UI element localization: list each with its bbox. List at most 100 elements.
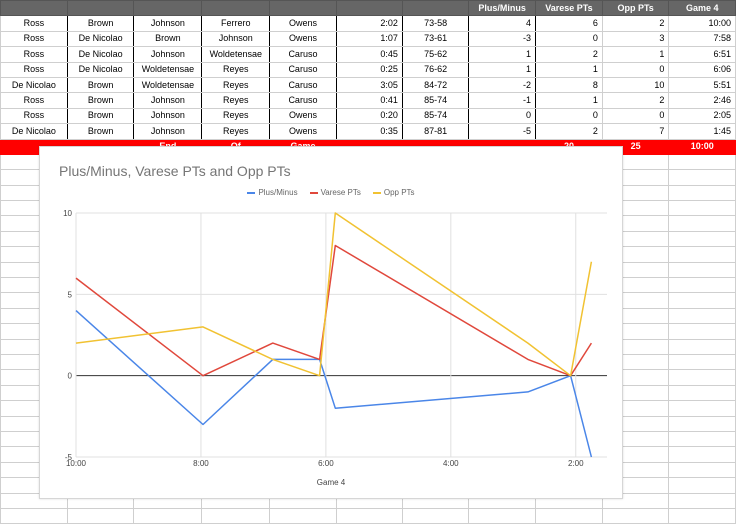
cell[interactable]: [0, 0, 68, 17]
cell[interactable]: Woldetensae: [133, 61, 203, 78]
cell[interactable]: -1: [468, 92, 537, 109]
cell[interactable]: Game 4: [668, 0, 736, 17]
cell[interactable]: [401, 0, 470, 17]
cell[interactable]: Reyes: [201, 92, 271, 109]
cell[interactable]: 2:05: [668, 107, 736, 125]
cell[interactable]: Ross: [0, 30, 68, 48]
cell[interactable]: 1:45: [668, 123, 736, 140]
cell[interactable]: [668, 246, 736, 263]
cell[interactable]: [668, 353, 736, 371]
cell[interactable]: [668, 323, 736, 340]
cell[interactable]: De Nicolao: [0, 76, 68, 94]
cell[interactable]: Opp PTs: [601, 0, 670, 17]
cell[interactable]: [668, 384, 736, 402]
cell[interactable]: [668, 415, 736, 432]
cell[interactable]: 1: [535, 61, 603, 78]
cell[interactable]: Reyes: [201, 123, 271, 140]
cell[interactable]: Caruso: [269, 61, 337, 78]
cell[interactable]: Woldetensae: [133, 76, 203, 94]
cell[interactable]: 10: [601, 76, 670, 94]
cell[interactable]: 0: [535, 30, 603, 48]
cell[interactable]: [668, 261, 736, 279]
cell[interactable]: Reyes: [201, 76, 271, 94]
cell[interactable]: Brown: [66, 15, 135, 32]
cell[interactable]: [133, 507, 203, 524]
cell[interactable]: Johnson: [201, 30, 271, 48]
cell[interactable]: Owens: [269, 123, 337, 140]
cell[interactable]: De Nicolao: [0, 123, 68, 140]
cell[interactable]: [668, 184, 736, 202]
cell[interactable]: Ross: [0, 15, 68, 32]
cell[interactable]: Johnson: [133, 92, 203, 109]
cell[interactable]: Brown: [66, 123, 135, 140]
cell[interactable]: 0: [601, 107, 670, 125]
cell[interactable]: Ross: [0, 61, 68, 78]
line-chart[interactable]: Plus/Minus, Varese PTs and Opp PTs Plus/…: [39, 146, 623, 499]
cell[interactable]: [668, 292, 736, 309]
cell[interactable]: 7: [601, 123, 670, 140]
cell[interactable]: [668, 507, 736, 524]
cell[interactable]: [668, 307, 736, 325]
cell[interactable]: 0:25: [335, 61, 403, 78]
cell[interactable]: [201, 0, 271, 17]
cell[interactable]: [668, 461, 736, 479]
cell[interactable]: 1: [468, 61, 537, 78]
cell[interactable]: -2: [468, 76, 537, 94]
cell[interactable]: 0:41: [335, 92, 403, 109]
cell[interactable]: Owens: [269, 30, 337, 48]
cell[interactable]: 3: [601, 30, 670, 48]
cell[interactable]: 1: [601, 46, 670, 63]
cell[interactable]: 0:35: [335, 123, 403, 140]
cell[interactable]: 6: [535, 15, 603, 32]
cell[interactable]: 75-62: [401, 46, 470, 63]
cell[interactable]: De Nicolao: [66, 46, 135, 63]
cell[interactable]: Caruso: [269, 46, 337, 63]
cell[interactable]: Johnson: [133, 107, 203, 125]
cell[interactable]: [335, 507, 403, 524]
cell[interactable]: 1:07: [335, 30, 403, 48]
cell[interactable]: Brown: [66, 107, 135, 125]
cell[interactable]: Woldetensae: [201, 46, 271, 63]
cell[interactable]: [269, 507, 337, 524]
cell[interactable]: Plus/Minus: [468, 0, 537, 17]
cell[interactable]: [66, 507, 135, 524]
cell[interactable]: [668, 169, 736, 186]
cell[interactable]: [201, 507, 271, 524]
cell[interactable]: 1: [535, 92, 603, 109]
cell[interactable]: 2:46: [668, 92, 736, 109]
cell[interactable]: Brown: [133, 30, 203, 48]
cell[interactable]: [535, 507, 603, 524]
cell[interactable]: De Nicolao: [66, 30, 135, 48]
cell[interactable]: [668, 215, 736, 232]
cell[interactable]: [601, 507, 670, 524]
cell[interactable]: 0: [601, 61, 670, 78]
cell[interactable]: [668, 477, 736, 494]
cell[interactable]: 5:51: [668, 76, 736, 94]
cell[interactable]: [66, 0, 135, 17]
cell[interactable]: 2: [535, 123, 603, 140]
cell[interactable]: 84-72: [401, 76, 470, 94]
cell[interactable]: 2: [601, 92, 670, 109]
cell[interactable]: 0: [468, 107, 537, 125]
cell[interactable]: Owens: [269, 15, 337, 32]
cell[interactable]: Ross: [0, 107, 68, 125]
cell[interactable]: Johnson: [133, 46, 203, 63]
cell[interactable]: 87-81: [401, 123, 470, 140]
cell[interactable]: 6:51: [668, 46, 736, 63]
cell[interactable]: [668, 153, 736, 171]
cell[interactable]: [668, 200, 736, 217]
cell[interactable]: [668, 400, 736, 417]
cell[interactable]: 10:00: [668, 15, 736, 32]
cell[interactable]: [668, 430, 736, 448]
cell[interactable]: Ferrero: [201, 15, 271, 32]
cell[interactable]: 6:06: [668, 61, 736, 78]
cell[interactable]: [668, 446, 736, 463]
cell[interactable]: 85-74: [401, 92, 470, 109]
cell[interactable]: Caruso: [269, 76, 337, 94]
cell[interactable]: Brown: [66, 76, 135, 94]
cell[interactable]: 3:05: [335, 76, 403, 94]
cell[interactable]: [668, 492, 736, 509]
cell[interactable]: [401, 507, 470, 524]
cell[interactable]: [668, 369, 736, 386]
cell[interactable]: [133, 0, 203, 17]
